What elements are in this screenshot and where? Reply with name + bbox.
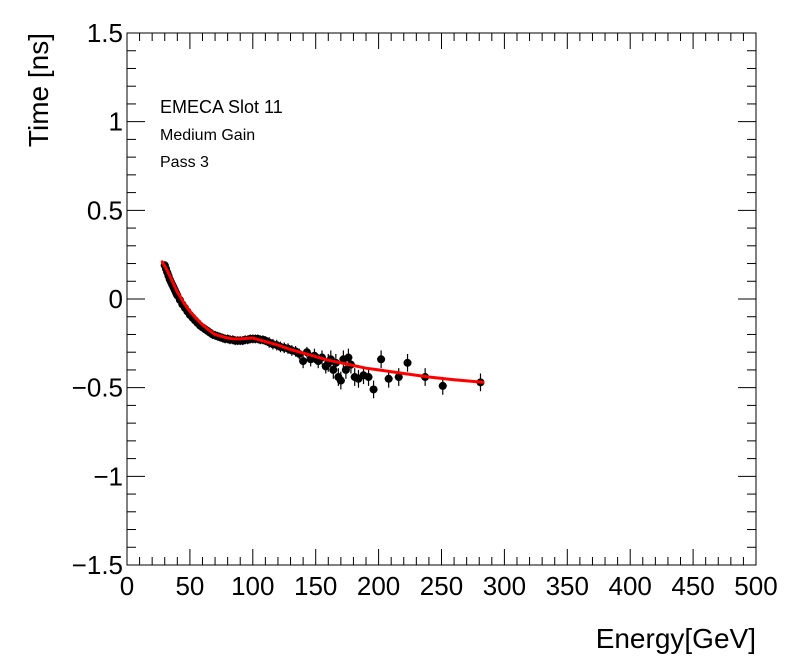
y-axis-title: Time [ns] [23,33,54,147]
y-tick-label: −0.5 [72,373,123,403]
data-point [364,373,373,382]
data-point [341,365,350,374]
fit-layer [160,260,485,384]
data-point [438,381,447,390]
data-point [369,385,378,394]
y-tick-label: 0 [109,284,123,314]
data-point [394,373,403,382]
y-tick-label: 1 [109,107,123,137]
x-tick-label: 50 [175,571,204,601]
x-tick-label: 350 [546,571,589,601]
x-tick-label: 400 [609,571,652,601]
x-tick-label: 450 [671,571,714,601]
points-layer [160,261,485,394]
x-tick-label: 100 [231,571,274,601]
y-tick-label: −1 [93,461,123,491]
x-tick-label: 200 [357,571,400,601]
data-point [329,365,338,374]
data-point [344,353,353,362]
x-tick-label: 250 [420,571,463,601]
x-axis-title: Energy[GeV] [596,623,756,654]
y-tick-label: 1.5 [87,18,123,48]
y-tick-labels: −1.5 −1 −0.5 0 0.5 1 1.5 [72,18,123,580]
y-tick-label: −1.5 [72,550,123,580]
plot-frame [126,32,757,566]
x-tick-label: 300 [483,571,526,601]
data-point [403,358,412,367]
x-tick-label: 500 [734,571,777,601]
annotation-pass: Pass 3 [160,154,209,171]
data-point [377,355,386,364]
x-tick-label: 0 [120,571,134,601]
y-tick-label: 0.5 [87,195,123,225]
data-point [299,357,308,366]
annotation-slot: EMECA Slot 11 [160,97,283,117]
x-tick-label: 150 [294,571,337,601]
data-point [384,374,393,383]
x-tick-labels: 0 50 100 150 200 250 300 350 400 450 500 [120,571,778,601]
fit-curve [160,260,485,384]
annotation-gain: Medium Gain [160,127,255,144]
data-point [336,376,345,385]
